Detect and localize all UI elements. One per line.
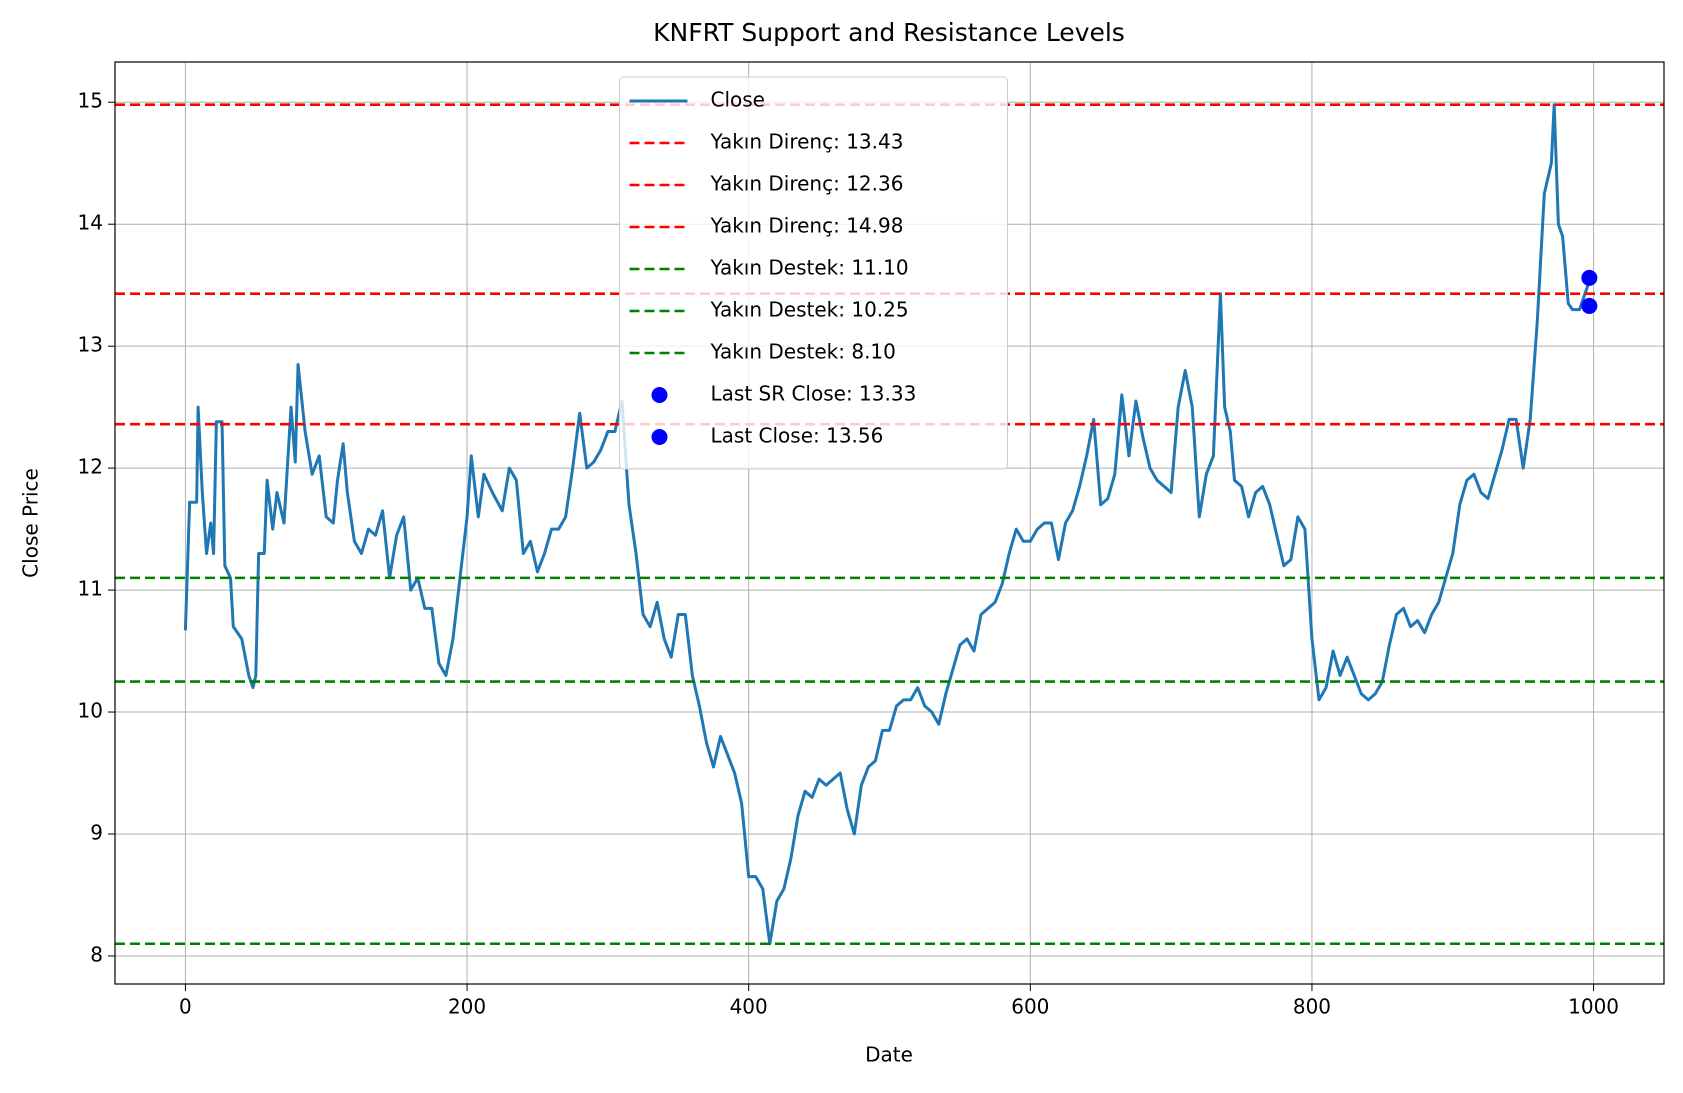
- legend-marker: [651, 387, 668, 403]
- y-tick-label: 12: [78, 455, 103, 479]
- y-tick-label: 15: [78, 89, 103, 113]
- y-tick-label: 13: [78, 333, 103, 357]
- x-tick-label: 800: [1293, 995, 1331, 1019]
- y-tick-label: 11: [78, 577, 103, 601]
- legend-label: Yakın Destek: 10.25: [710, 298, 909, 322]
- legend-label: Yakın Destek: 8.10: [710, 340, 896, 364]
- x-tick-label: 0: [179, 995, 192, 1019]
- legend-label: Yakın Direnç: 13.43: [710, 130, 904, 154]
- legend-label: Yakın Destek: 11.10: [710, 256, 909, 280]
- y-axis-label: Close Price: [19, 468, 43, 578]
- legend-label: Close: [711, 88, 765, 112]
- legend-label: Last SR Close: 13.33: [711, 382, 917, 406]
- legend-marker: [651, 429, 668, 445]
- legend-box: [619, 76, 1008, 470]
- y-tick-label: 8: [90, 942, 103, 966]
- y-tick-label: 9: [90, 820, 103, 844]
- x-tick-label: 200: [448, 995, 486, 1019]
- legend-label: Yakın Direnç: 14.98: [710, 214, 904, 238]
- y-tick-label: 14: [78, 211, 103, 235]
- x-tick-label: 1000: [1568, 995, 1619, 1019]
- chart-title: KNFRT Support and Resistance Levels: [653, 18, 1125, 47]
- x-tick-label: 400: [730, 995, 768, 1019]
- legend-label: Yakın Direnç: 12.36: [710, 172, 904, 196]
- x-tick-label: 600: [1011, 995, 1049, 1019]
- legend-label: Last Close: 13.56: [711, 424, 884, 448]
- point: [1581, 269, 1598, 286]
- y-tick-label: 10: [78, 699, 103, 723]
- plot-frame: [114, 61, 1665, 985]
- x-axis-label: Date: [865, 1043, 913, 1067]
- point: [1581, 297, 1598, 314]
- price-line: [183, 103, 1593, 946]
